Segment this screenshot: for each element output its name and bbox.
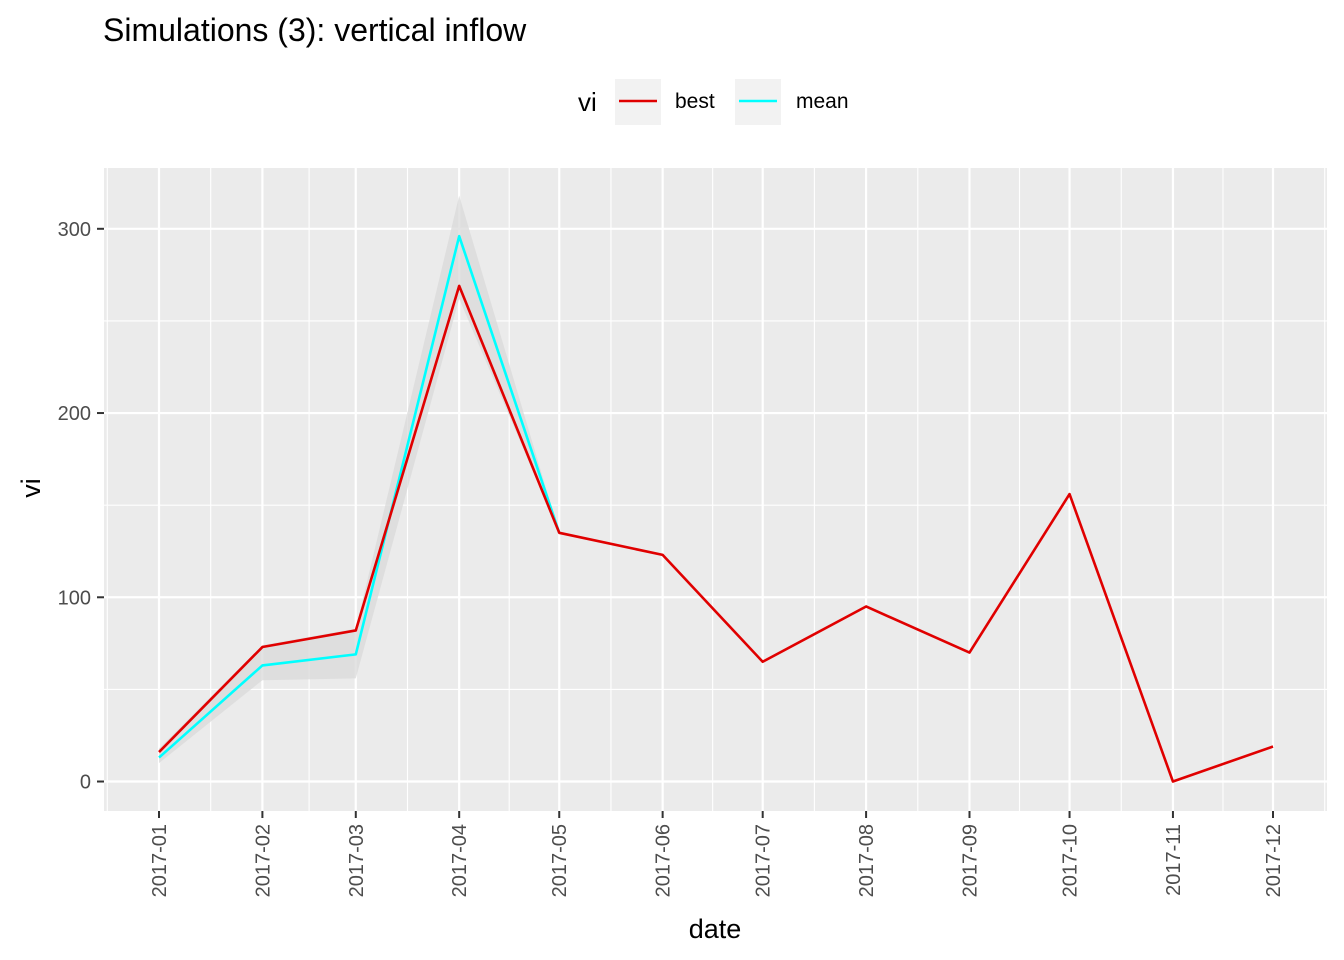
x-tick-label: 2017-05 <box>549 824 571 897</box>
x-tick-label: 2017-06 <box>653 824 675 897</box>
chart-title: Simulations (3): vertical inflow <box>103 12 527 48</box>
x-tick-label: 2017-08 <box>856 824 878 897</box>
y-tick-label: 100 <box>58 587 91 609</box>
series-line-mean <box>158 234 561 759</box>
legend-title: vi <box>578 87 597 117</box>
x-tick-label: 2017-04 <box>449 824 471 897</box>
legend-label-best: best <box>675 90 715 113</box>
x-tick-label: 2017-07 <box>753 824 775 897</box>
x-tick-label: 2017-02 <box>252 824 274 897</box>
x-tick-label: 2017-01 <box>149 824 171 897</box>
plot-panel <box>104 168 1327 811</box>
y-tick-label: 0 <box>80 772 91 794</box>
y-axis: 0 100 200 300 <box>58 219 104 794</box>
ribbon-layer <box>159 195 560 764</box>
series-layer <box>158 234 1274 783</box>
legend-entry-best: best <box>615 79 715 125</box>
x-axis-title: date <box>689 914 742 944</box>
legend-entry-mean: mean <box>735 79 849 125</box>
x-axis: 2017-01 2017-02 2017-03 2017-04 2017-05 2017-… <box>149 811 1285 897</box>
legend: vi best mean <box>578 79 849 125</box>
y-tick-label: 200 <box>58 403 91 425</box>
ribbon-band <box>159 195 560 764</box>
major-gridlines <box>104 168 1327 811</box>
x-tick-label: 2017-09 <box>959 824 981 897</box>
y-axis-title: vi <box>16 478 46 498</box>
legend-label-mean: mean <box>796 90 849 113</box>
series-line-best <box>158 284 1274 783</box>
y-tick-label: 300 <box>58 219 91 241</box>
minor-gridlines <box>104 168 1327 811</box>
x-tick-label: 2017-12 <box>1263 824 1285 897</box>
x-tick-label: 2017-03 <box>346 824 368 897</box>
x-tick-label: 2017-11 <box>1163 824 1185 896</box>
x-tick-label: 2017-10 <box>1060 824 1082 897</box>
